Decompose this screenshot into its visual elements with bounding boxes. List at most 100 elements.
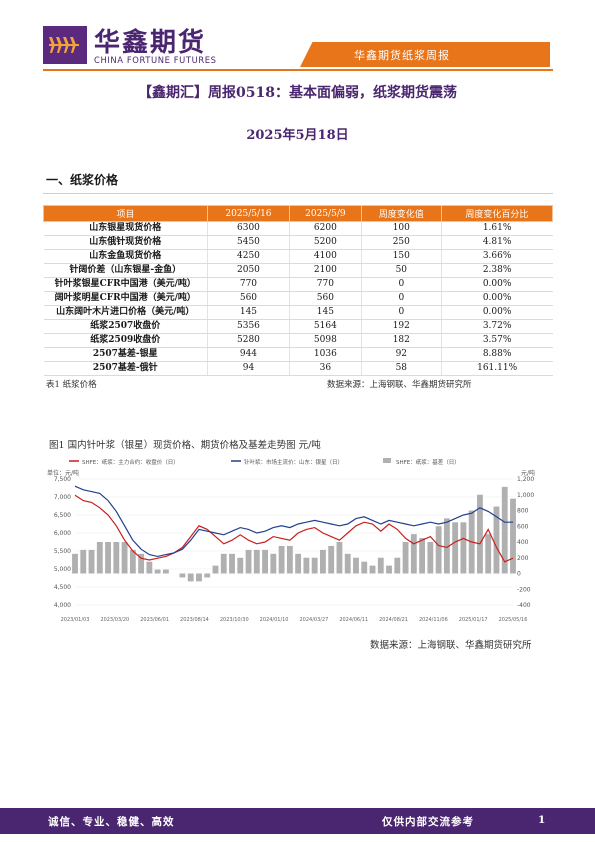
section-heading: 一、纸浆价格 — [46, 173, 119, 187]
table-cell: 4100 — [288, 249, 362, 264]
basis-bar — [146, 561, 153, 574]
header-divider — [43, 69, 553, 71]
y-tick-label: 5,000 — [54, 566, 71, 573]
y2-tick-label: 200 — [517, 555, 529, 562]
column-header: 2025/5/9 — [288, 205, 362, 222]
basis-bar — [501, 486, 508, 574]
table-cell: 50 — [360, 263, 442, 278]
basis-bar — [154, 569, 161, 574]
basis-bar — [187, 573, 194, 582]
basis-bar — [245, 549, 252, 574]
table-cell: 0 — [360, 291, 442, 306]
table-row: 山东金鱼现货价格 4250 4100 150 3.66% — [43, 249, 553, 264]
basis-bar — [353, 557, 359, 574]
basis-bar — [311, 557, 318, 574]
basis-bar — [477, 494, 483, 574]
basis-bar — [460, 522, 467, 574]
basis-bar — [262, 549, 268, 574]
table-cell: 182 — [360, 333, 442, 348]
table-row: 山东俄针现货价格 5450 5200 250 4.81% — [43, 235, 553, 250]
company-logo — [43, 26, 87, 64]
basis-bar — [369, 565, 376, 574]
basis-bar — [320, 549, 326, 574]
x-tick-label: 2023/01/03 — [61, 617, 90, 623]
right-axis-unit: 元/吨 — [521, 469, 535, 477]
table-cell: 4.81% — [440, 235, 553, 250]
basis-bar — [435, 526, 442, 574]
figure-source: 数据来源：上海钢联、华鑫期货研究所 — [370, 640, 532, 651]
row-label: 山东阔叶木片进口价格（美元/吨） — [43, 305, 208, 320]
brand-name-en: CHINA FORTUNE FUTURES — [94, 55, 217, 65]
basis-bar — [427, 542, 434, 574]
basis-bar — [295, 553, 302, 574]
table-header-row: 项目 2025/5/16 2025/5/9 周度变化值 周度变化百分比 — [43, 205, 554, 222]
basis-bar — [394, 557, 401, 574]
basis-bar — [196, 573, 202, 582]
row-label: 针叶浆银星CFR中国港（美元/吨） — [43, 277, 208, 292]
table-cell: 36 — [288, 361, 362, 376]
basis-bar — [377, 557, 384, 574]
basis-bar — [121, 542, 128, 574]
table-cell: 6300 — [207, 221, 290, 236]
table-cell: 192 — [360, 319, 442, 334]
table-cell: 6200 — [288, 221, 362, 236]
basis-bar — [493, 506, 500, 574]
table-cell: 5164 — [288, 319, 362, 334]
basis-bar — [96, 542, 103, 574]
table-row: 针阔价差（山东银星-金鱼） 2050 2100 50 2.38% — [43, 263, 553, 278]
table-cell: 94 — [207, 361, 290, 376]
series-line — [74, 494, 514, 563]
y-tick-label: 6,000 — [54, 530, 71, 537]
report-type: 华鑫期货纸浆周报 — [354, 49, 450, 62]
table-row: 山东银星现货价格 6300 6200 100 1.61% — [43, 221, 553, 236]
x-tick-label: 2025/05/16 — [499, 617, 528, 623]
row-label: 针阔价差（山东银星-金鱼） — [43, 263, 208, 278]
table-row: 2507基差-俄针 94 36 58 161.11% — [43, 361, 553, 376]
table-cell: 560 — [288, 291, 362, 306]
basis-bar — [105, 542, 111, 574]
y-tick-label: 4,500 — [54, 584, 71, 591]
report-title: 【鑫期汇】周报0518：基本面偏弱，纸浆期货震荡 — [138, 85, 457, 101]
y2-tick-label: 1,000 — [517, 492, 534, 499]
basis-bar — [162, 569, 169, 574]
basis-bar — [229, 553, 235, 574]
table-cell: 1036 — [288, 347, 362, 362]
basis-bar — [270, 553, 277, 574]
table-cell: 58 — [360, 361, 442, 376]
basis-bar — [278, 545, 285, 574]
table-cell: 0 — [360, 277, 442, 292]
row-label: 阔叶浆明星CFR中国港（美元/吨） — [43, 291, 208, 306]
figure-caption: 图1 国内针叶浆（银星）现货价格、期货价格及基差走势图 元/吨 — [49, 440, 321, 451]
y-tick-label: 6,500 — [54, 512, 71, 519]
table-row: 山东阔叶木片进口价格（美元/吨） 145 145 0 0.00% — [43, 305, 553, 320]
row-label: 纸浆2507收盘价 — [43, 319, 208, 334]
brand-name-cn: 华鑫期货 — [94, 28, 207, 58]
legend-label: 针叶浆：市场主流价：山东：银星（日） — [244, 458, 343, 466]
footer-bar — [0, 808, 595, 834]
basis-bar — [419, 538, 426, 574]
column-header: 周度变化百分比 — [440, 205, 554, 222]
price-table: 项目 2025/5/16 2025/5/9 周度变化值 周度变化百分比 山东银星… — [43, 205, 554, 376]
table-row: 2507基差-银星 944 1036 92 8.88% — [43, 347, 553, 362]
basis-bar — [452, 522, 459, 574]
table-cell: 0 — [360, 305, 442, 320]
table-caption: 表1 纸浆价格 — [46, 380, 97, 390]
x-tick-label: 2023/03/20 — [100, 617, 129, 623]
table-cell: 560 — [207, 291, 290, 306]
basis-bar — [237, 557, 244, 574]
table-cell: 100 — [360, 221, 442, 236]
y2-tick-label: 1,200 — [517, 476, 534, 483]
table-cell: 5450 — [207, 235, 290, 250]
basis-bar — [485, 534, 492, 574]
table-row: 针叶浆银星CFR中国港（美元/吨） 770 770 0 0.00% — [43, 277, 553, 292]
column-header: 项目 — [43, 205, 208, 222]
section-divider — [43, 193, 553, 194]
table-cell: 2.38% — [440, 263, 553, 278]
basis-bar — [129, 549, 136, 574]
y2-tick-label: 0 — [517, 571, 521, 578]
page-number: 1 — [538, 814, 546, 826]
table-row: 纸浆2507收盘价 5356 5164 192 3.72% — [43, 319, 553, 334]
basis-bar — [204, 573, 211, 578]
x-tick-label: 2025/01/17 — [459, 617, 488, 623]
y2-tick-label: 600 — [517, 523, 529, 530]
